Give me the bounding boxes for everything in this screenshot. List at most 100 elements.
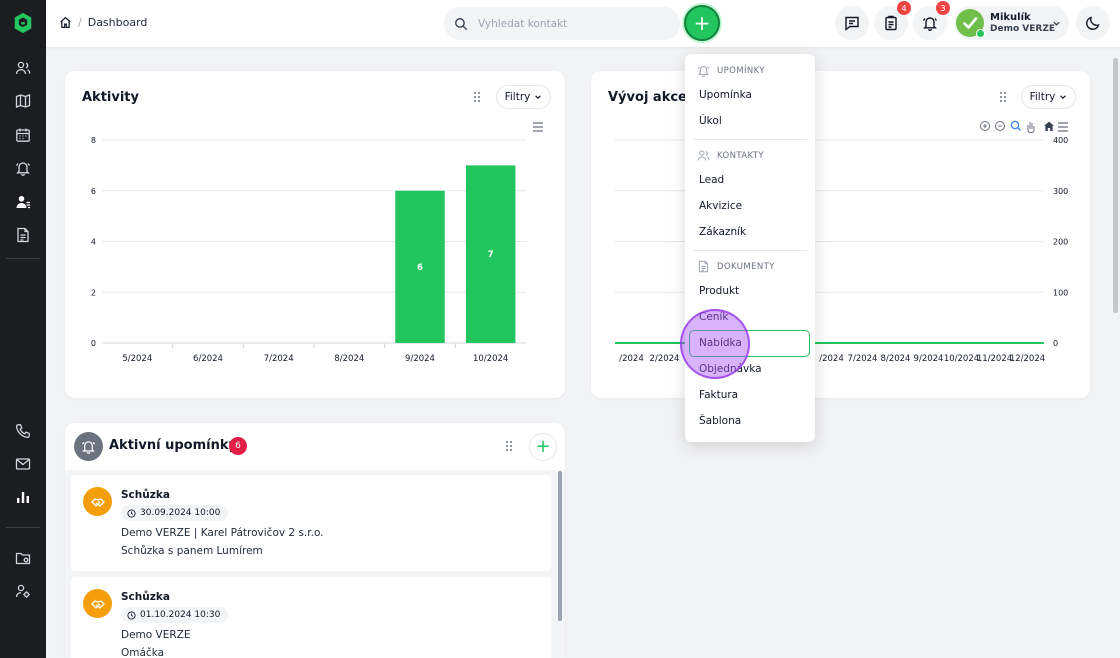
tasks-badge: 4 xyxy=(897,1,911,15)
reminders-card: Aktivní upomínky 6 + Schůzka 30.09.2024 … xyxy=(65,423,565,658)
selection-zoom-icon[interactable] xyxy=(1010,120,1021,131)
meeting-icon xyxy=(83,487,112,516)
drag-handle-icon[interactable] xyxy=(998,91,1008,103)
user-settings-icon xyxy=(15,584,30,598)
sidebar-divider xyxy=(6,258,40,259)
menu-item-faktura[interactable]: Faktura xyxy=(699,389,739,401)
mail-icon xyxy=(15,458,31,470)
home-icon[interactable] xyxy=(59,16,72,29)
tasks-button[interactable]: 4 xyxy=(874,1,911,40)
sidebar-item-contacts[interactable] xyxy=(13,58,33,78)
reminder-time: 01.10.2024 10:30 xyxy=(121,607,229,623)
sidebar xyxy=(0,0,46,658)
bell-icon xyxy=(15,162,31,176)
y-tick-label: 200 xyxy=(1053,238,1068,247)
sidebar-item-user-settings[interactable] xyxy=(13,581,33,601)
y-tick-label: 300 xyxy=(1053,187,1068,196)
y-tick-label: 100 xyxy=(1053,288,1068,297)
menu-item-produkt[interactable]: Produkt xyxy=(699,285,740,297)
breadcrumb-current[interactable]: Dashboard xyxy=(87,16,148,29)
reminder-time-text: 30.09.2024 10:00 xyxy=(140,508,221,518)
search-box[interactable] xyxy=(444,7,680,40)
chevron-down-icon xyxy=(535,95,542,100)
online-status-dot xyxy=(976,29,985,38)
sidebar-item-folder[interactable] xyxy=(13,548,33,568)
chart-icon xyxy=(17,492,29,503)
menu-item-ukol[interactable]: Úkol xyxy=(699,115,722,127)
x-tick-label: 6/2024 xyxy=(193,354,223,364)
moon-icon xyxy=(1086,16,1100,30)
phone-icon xyxy=(15,424,30,439)
reminder-contact: Demo VERZE xyxy=(121,629,191,641)
sidebar-item-map[interactable] xyxy=(13,91,33,111)
list-item[interactable]: Schůzka 01.10.2024 10:30 Demo VERZE Omáč… xyxy=(71,577,551,658)
bar xyxy=(465,165,516,343)
menu-item-akvizice[interactable]: Akvizice xyxy=(699,200,743,212)
data-label: 7 xyxy=(488,250,494,260)
menu-divider xyxy=(693,139,807,140)
messages-button[interactable] xyxy=(835,6,869,40)
search-icon xyxy=(455,17,468,30)
x-tick-label: /2024 xyxy=(619,354,644,364)
notifications-button[interactable]: 3 xyxy=(913,1,950,40)
x-tick-label: 9/2024 xyxy=(914,354,944,364)
zoom-out-icon[interactable] xyxy=(995,121,1005,131)
add-reminder-button[interactable]: + xyxy=(529,433,557,461)
sidebar-item-reminders[interactable] xyxy=(13,158,33,178)
plus-icon: + xyxy=(693,11,711,35)
reminders-count-badge: 6 xyxy=(229,437,247,455)
filter-button[interactable]: Filtry xyxy=(496,85,551,109)
x-tick-label: 9/2024 xyxy=(405,354,435,364)
activities-chart: 0 2 4 6 8 5/2024 6/2024 7/2024 8/2024 9/2024 6 10/2… xyxy=(91,122,543,364)
card-title: Aktivní upomínky xyxy=(109,438,237,453)
menu-item-zakaznik[interactable]: Zákazník xyxy=(699,226,747,238)
sidebar-item-person[interactable] xyxy=(13,192,33,212)
chat-icon xyxy=(845,16,859,31)
x-tick-label: 8/2024 xyxy=(881,354,911,364)
breadcrumb: / Dashboard xyxy=(59,16,147,29)
x-tick-label: 2/2024 xyxy=(650,354,680,364)
sidebar-item-statistics[interactable] xyxy=(13,487,33,507)
chart-menu-icon[interactable] xyxy=(533,122,543,132)
pan-hand-icon[interactable] xyxy=(1027,122,1035,134)
y-tick-label: 4 xyxy=(91,238,96,247)
person-icon xyxy=(16,196,30,209)
drag-handle-icon[interactable] xyxy=(472,91,482,103)
page-scrollbar[interactable] xyxy=(1113,58,1118,313)
list-item[interactable]: Schůzka 30.09.2024 10:00 Demo VERZE | Ka… xyxy=(71,475,551,571)
sidebar-item-phone[interactable] xyxy=(13,421,33,441)
menu-section-label: DOKUMENTY xyxy=(717,261,775,272)
theme-toggle-button[interactable] xyxy=(1076,6,1110,40)
bell-icon xyxy=(81,441,96,454)
user-name: Mikulík xyxy=(990,12,1031,24)
sidebar-item-documents[interactable] xyxy=(13,225,33,245)
y-tick-label: 0 xyxy=(1053,339,1058,348)
sidebar-item-mail[interactable] xyxy=(13,454,33,474)
chart-menu-icon[interactable] xyxy=(1058,122,1068,132)
clock-icon xyxy=(127,508,136,518)
quick-add-button[interactable]: + xyxy=(684,5,720,41)
document-icon xyxy=(17,227,29,243)
map-icon xyxy=(15,94,31,108)
filter-label: Filtry xyxy=(1029,91,1056,103)
calendar-icon xyxy=(16,128,30,142)
menu-item-upominka[interactable]: Upomínka xyxy=(699,89,752,101)
menu-item-sablona[interactable]: Šablona xyxy=(699,415,742,427)
x-tick-label: 10/2024 xyxy=(473,354,508,364)
menu-item-lead[interactable]: Lead xyxy=(699,174,725,186)
zoom-in-icon[interactable] xyxy=(980,121,990,131)
search-input[interactable] xyxy=(478,17,658,30)
sidebar-item-calendar[interactable] xyxy=(13,125,33,145)
x-tick-label: 5/2024 xyxy=(122,354,152,364)
reset-home-icon[interactable] xyxy=(1044,121,1054,132)
y-tick-label: 2 xyxy=(91,288,96,297)
scrollbar[interactable] xyxy=(558,471,562,621)
app-logo-icon[interactable] xyxy=(12,12,34,34)
drag-handle-icon[interactable] xyxy=(504,440,514,452)
checkmark-icon xyxy=(963,17,978,29)
menu-divider xyxy=(693,250,807,251)
user-menu[interactable]: Mikulík Demo VERZE xyxy=(954,6,1069,40)
reminder-contact: Demo VERZE | Karel Pátrovičov 2 s.r.o. xyxy=(121,527,324,539)
menu-section-contacts: KONTAKTY xyxy=(697,149,764,162)
filter-button[interactable]: Filtry xyxy=(1021,85,1076,109)
